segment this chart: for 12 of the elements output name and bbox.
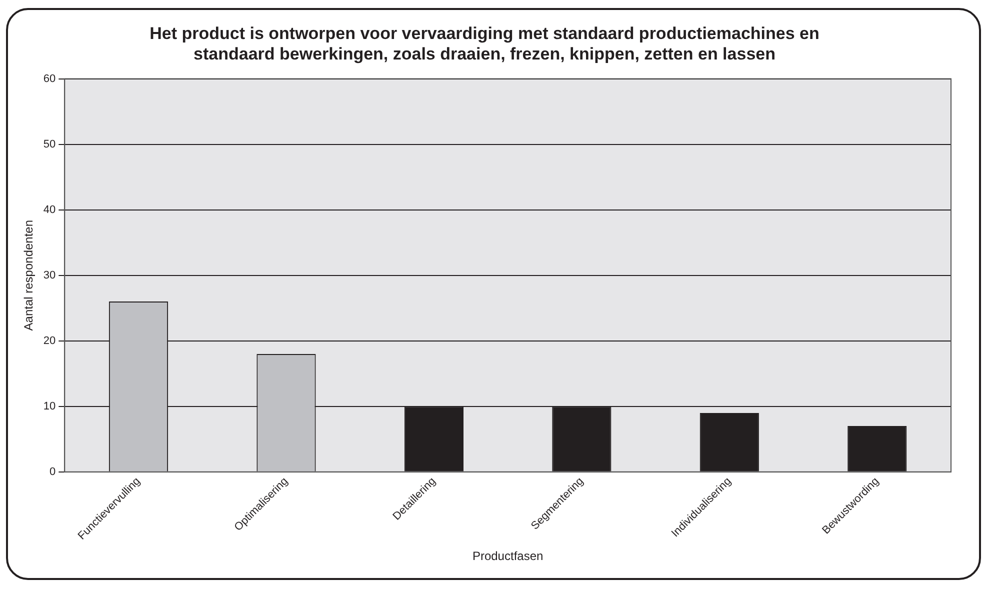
bar [848, 426, 907, 472]
y-axis-title: Aantal respondenten [22, 220, 36, 331]
y-tick-label: 20 [43, 334, 56, 347]
x-axis-title: Productfasen [472, 549, 544, 564]
bar [700, 412, 759, 472]
y-tick-label: 50 [43, 138, 56, 150]
y-tick-label: 30 [43, 269, 56, 282]
chart-title: Het product is ontworpen voor vervaardiging met standaard productiemachines en standaard bewerkingen, zoals draaien, frezen, knippen, zetten en lassen [150, 24, 820, 64]
y-tick-label: 40 [43, 204, 56, 216]
y-tick-label: 60 [43, 72, 56, 85]
y-tick-label: 10 [43, 400, 56, 412]
y-tick-label: 0 [50, 466, 56, 478]
